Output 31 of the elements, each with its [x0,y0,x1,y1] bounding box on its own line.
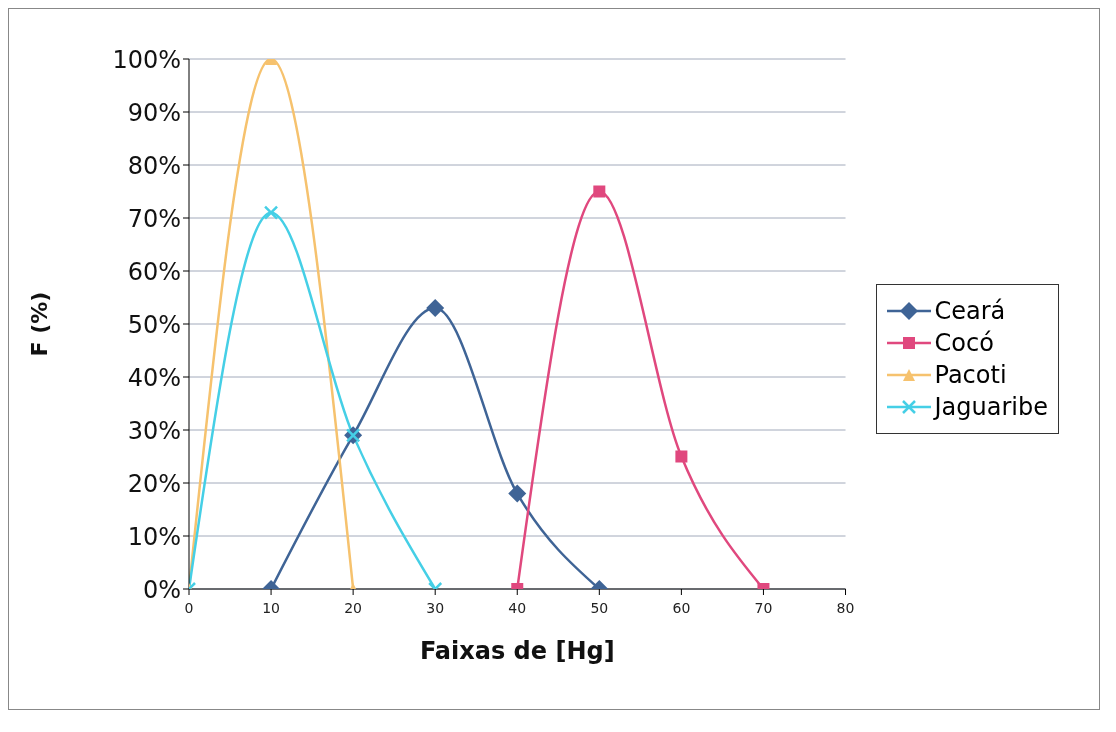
y-tick-label: 20% [127,469,181,498]
x-tick-label: 50 [590,599,609,616]
legend-label: Jaguaribe [934,393,1048,421]
y-tick-label: 40% [127,363,181,392]
x-tick-label: 30 [426,599,445,616]
point [593,185,606,198]
x-tick-label: 70 [754,599,773,616]
x-tick-label: 0 [184,599,194,616]
y-tick-label: 0% [142,575,181,604]
y-tick-label: 70% [127,204,181,233]
y-tick-label: 60% [127,257,181,286]
x-tick-label: 60 [672,599,691,616]
y-tick-label: 30% [127,416,181,445]
point [675,450,688,463]
point [508,484,527,503]
y-axis-title: F (%) [26,291,52,357]
legend-label: Pacoti [934,361,1007,389]
x-axis-title: Faixas de [Hg] [419,637,615,665]
x-tick-label: 20 [344,599,363,616]
x-tick-label: 10 [262,599,280,616]
y-tick-label: 100% [112,45,181,74]
point [263,205,279,220]
y-tick-label: 80% [127,151,181,180]
y-tick-label: 50% [127,310,181,339]
legend-label: Cocó [934,329,994,357]
legend-label: Ceará [934,297,1006,325]
y-tick-label: 90% [127,98,181,127]
point [426,299,445,318]
y-tick-label: 10% [127,522,181,551]
x-tick-label: 40 [508,599,527,616]
x-tick-label: 80 [836,599,855,616]
